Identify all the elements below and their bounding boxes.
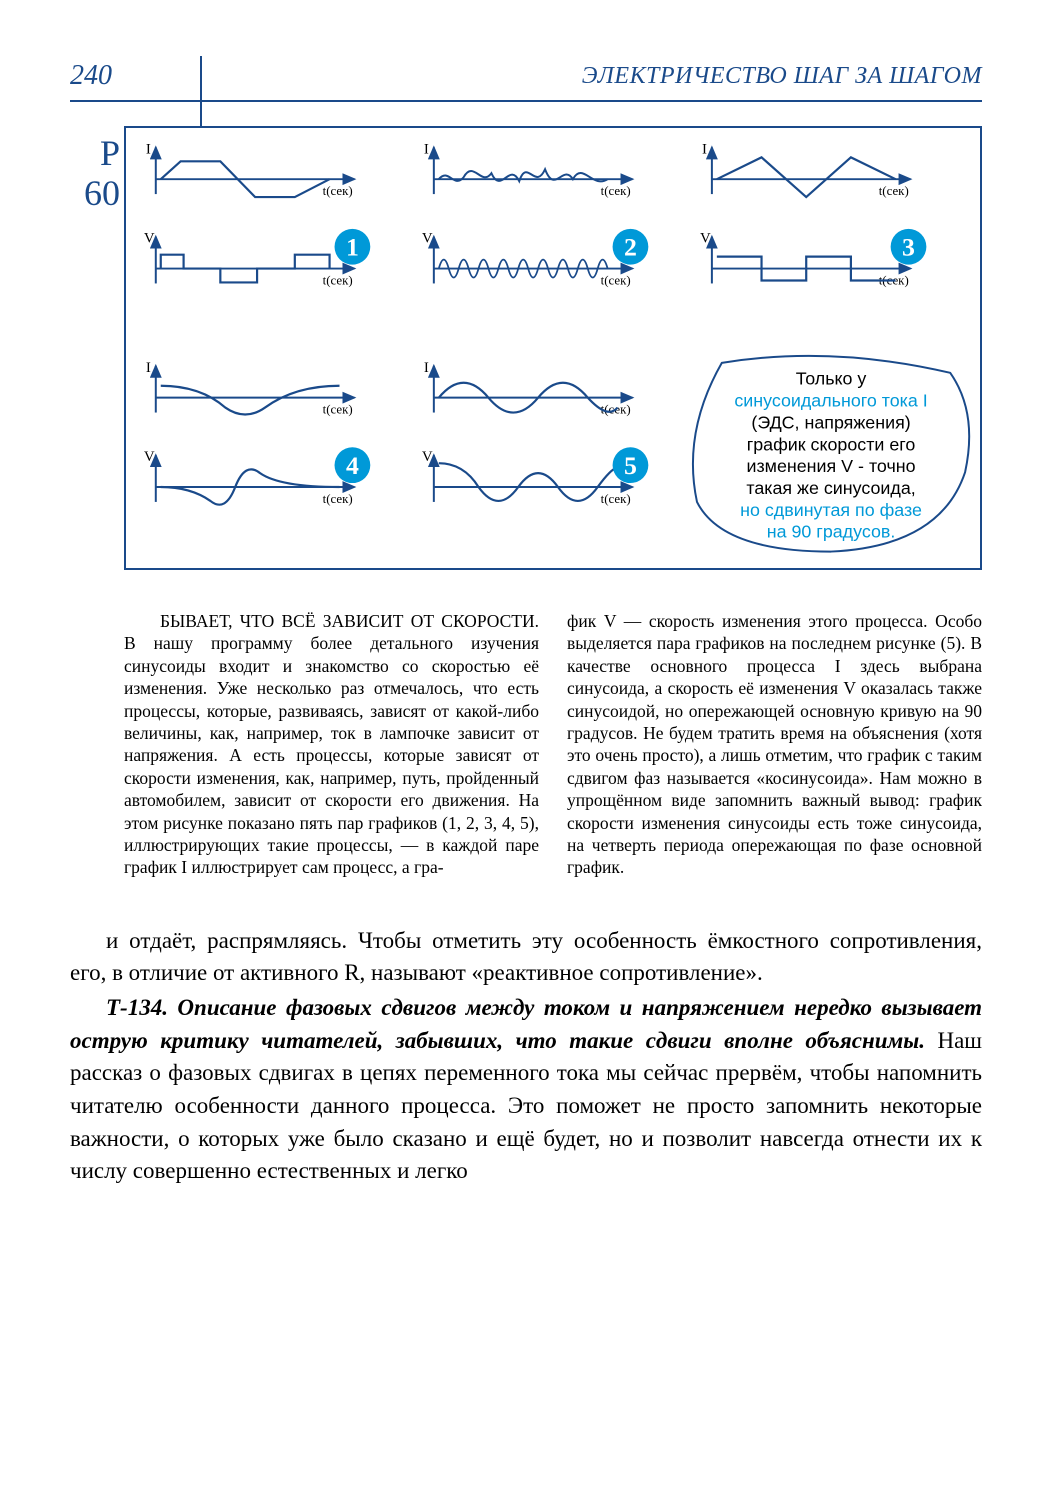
panel-badge: 1 <box>346 233 359 262</box>
axis-label-t: t(сек) <box>323 184 353 198</box>
callout-line: график скорости его <box>747 434 916 454</box>
panel-badge: 4 <box>346 451 359 480</box>
callout-line: синусоидального тока I <box>734 391 927 411</box>
svg-text:V: V <box>422 231 433 247</box>
svg-text:V: V <box>144 449 155 465</box>
axis-label-I: I <box>146 141 151 157</box>
caption-text-right: фик V — скорость изменения этого процесс… <box>567 611 982 877</box>
svg-text:t(сек): t(сек) <box>601 273 631 287</box>
figure-caption: БЫВАЕТ, ЧТО ВСЁ ЗАВИСИТ ОТ СКО­РОСТИ. В … <box>124 610 982 879</box>
axis-label-V: V <box>144 231 155 247</box>
callout-line: изменения V - точно <box>747 456 916 476</box>
figure-panel: Р 60 I t(сек) <box>124 126 982 570</box>
callout-line: такая же синусоида, <box>746 478 915 498</box>
svg-text:t(сек): t(сек) <box>323 492 353 506</box>
svg-text:V: V <box>700 231 711 247</box>
panel-badge: 5 <box>624 451 637 480</box>
svg-text:t(сек): t(сек) <box>601 492 631 506</box>
callout-line: (ЭДС, напряжения) <box>751 412 910 432</box>
figure-side-label: Р 60 <box>76 134 120 213</box>
caption-text-left: БЫВАЕТ, ЧТО ВСЁ ЗАВИСИТ ОТ СКО­РОСТИ. В … <box>124 610 539 879</box>
body-para-2-bold: Т-134. Описание фазовых сдвигов между то… <box>70 995 982 1053</box>
svg-text:I: I <box>424 141 429 157</box>
body-para-2: Т-134. Описание фазовых сдвигов между то… <box>70 992 982 1188</box>
svg-text:V: V <box>422 449 433 465</box>
body-text: и отдаёт, распрямляясь. Чтобы отметить э… <box>70 925 982 1188</box>
callout-bubble: Только у синусоидального тока I (ЭДС, на… <box>693 356 969 552</box>
diagram-svg: I t(сек) V t(сек) 1 <box>126 128 980 568</box>
page: 240 ЭЛЕКТРИЧЕСТВО ШАГ ЗА ШАГОМ Р 60 I t(… <box>0 0 1052 1500</box>
side-label-number: 60 <box>76 174 120 214</box>
svg-text:I: I <box>702 141 707 157</box>
axis-label-t: t(сек) <box>323 273 353 287</box>
svg-text:I: I <box>146 360 151 376</box>
callout-line: на 90 градусов. <box>767 522 896 542</box>
panel-badge: 3 <box>902 233 915 262</box>
page-number: 240 <box>70 60 112 92</box>
callout-line: но сдвинутая по фазе <box>740 500 922 520</box>
caption-col-right: фик V — скорость изменения этого процесс… <box>567 610 982 879</box>
callout-line: Только у <box>796 369 867 389</box>
side-label-letter: Р <box>76 134 120 174</box>
body-para-1: и отдаёт, распрямляясь. Чтобы отметить э… <box>70 925 982 990</box>
caption-col-left: БЫВАЕТ, ЧТО ВСЁ ЗАВИСИТ ОТ СКО­РОСТИ. В … <box>124 610 539 879</box>
page-header: 240 ЭЛЕКТРИЧЕСТВО ШАГ ЗА ШАГОМ <box>70 60 982 102</box>
header-title: ЭЛЕКТРИЧЕСТВО ШАГ ЗА ШАГОМ <box>582 63 982 90</box>
svg-text:t(сек): t(сек) <box>601 184 631 198</box>
svg-text:I: I <box>424 360 429 376</box>
panel-badge: 2 <box>624 233 637 262</box>
svg-text:t(сек): t(сек) <box>879 184 909 198</box>
svg-text:t(сек): t(сек) <box>323 403 353 417</box>
